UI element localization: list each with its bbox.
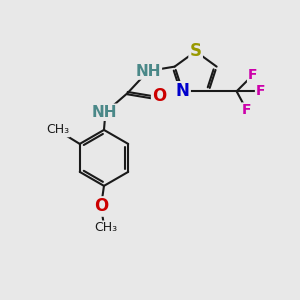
Text: F: F: [256, 84, 266, 98]
Text: F: F: [242, 103, 252, 117]
Text: O: O: [94, 197, 108, 215]
Text: NH: NH: [135, 64, 161, 79]
Text: S: S: [190, 42, 202, 60]
Text: CH₃: CH₃: [46, 123, 69, 136]
Text: N: N: [176, 82, 190, 100]
Text: CH₃: CH₃: [94, 221, 117, 235]
Text: F: F: [248, 68, 257, 82]
Text: O: O: [152, 87, 166, 105]
Text: NH: NH: [91, 105, 117, 120]
